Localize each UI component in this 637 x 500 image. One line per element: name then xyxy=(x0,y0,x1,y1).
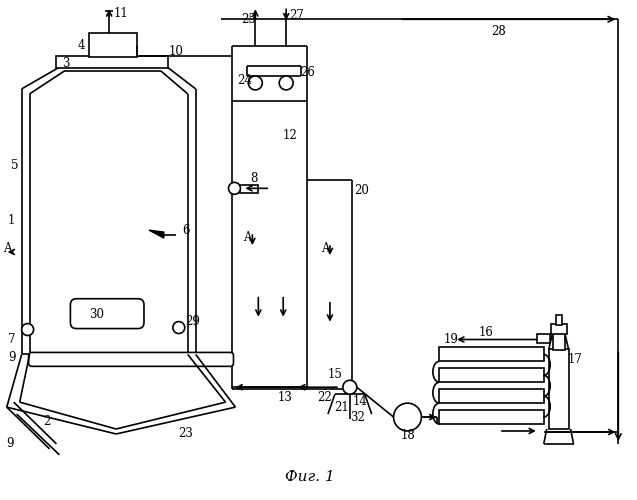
Circle shape xyxy=(173,322,185,334)
Bar xyxy=(551,324,567,334)
Text: 15: 15 xyxy=(327,368,342,381)
Circle shape xyxy=(229,182,240,194)
Bar xyxy=(89,33,137,57)
FancyBboxPatch shape xyxy=(29,352,234,366)
Text: 20: 20 xyxy=(354,184,369,197)
Text: 8: 8 xyxy=(251,172,258,185)
Bar xyxy=(537,334,550,344)
Polygon shape xyxy=(149,230,164,238)
Circle shape xyxy=(394,403,422,431)
Text: 29: 29 xyxy=(185,315,200,328)
Text: 4: 4 xyxy=(78,38,85,52)
Text: 27: 27 xyxy=(289,9,304,22)
Text: 1: 1 xyxy=(8,214,15,226)
Circle shape xyxy=(22,324,34,336)
Text: 25: 25 xyxy=(241,13,256,26)
Text: 26: 26 xyxy=(301,66,315,80)
Text: 28: 28 xyxy=(492,24,506,38)
Text: 3: 3 xyxy=(62,56,69,70)
Circle shape xyxy=(343,380,357,394)
Text: Фиг. 1: Фиг. 1 xyxy=(285,470,335,484)
Text: 7: 7 xyxy=(8,333,15,346)
Text: A: A xyxy=(320,242,329,254)
Text: 19: 19 xyxy=(444,333,459,346)
Text: 6: 6 xyxy=(182,224,189,236)
Text: 14: 14 xyxy=(352,394,367,407)
FancyBboxPatch shape xyxy=(70,298,144,328)
Text: 2: 2 xyxy=(43,414,50,428)
Text: 32: 32 xyxy=(350,410,365,424)
Text: 17: 17 xyxy=(567,353,582,366)
Text: 22: 22 xyxy=(318,390,333,404)
Bar xyxy=(553,332,564,350)
Text: 12: 12 xyxy=(283,129,297,142)
Text: 5: 5 xyxy=(11,159,18,172)
Text: 13: 13 xyxy=(278,390,292,404)
Text: 11: 11 xyxy=(114,7,129,20)
Text: 24: 24 xyxy=(237,74,252,88)
Circle shape xyxy=(248,76,262,90)
Bar xyxy=(440,348,544,362)
Text: A: A xyxy=(243,230,252,243)
Text: 30: 30 xyxy=(89,308,104,321)
Text: 10: 10 xyxy=(168,44,183,58)
Bar xyxy=(57,56,168,68)
Text: 9: 9 xyxy=(8,351,15,364)
Text: 18: 18 xyxy=(400,430,415,442)
Text: 23: 23 xyxy=(178,428,193,440)
Bar xyxy=(555,314,562,324)
Text: 21: 21 xyxy=(334,400,349,413)
Bar xyxy=(440,410,544,424)
Bar xyxy=(548,350,569,429)
Text: 9: 9 xyxy=(6,438,13,450)
Text: 16: 16 xyxy=(478,326,494,339)
Bar xyxy=(440,389,544,403)
Circle shape xyxy=(279,76,293,90)
Text: A: A xyxy=(3,242,12,254)
Bar xyxy=(440,368,544,382)
Bar xyxy=(240,186,259,194)
